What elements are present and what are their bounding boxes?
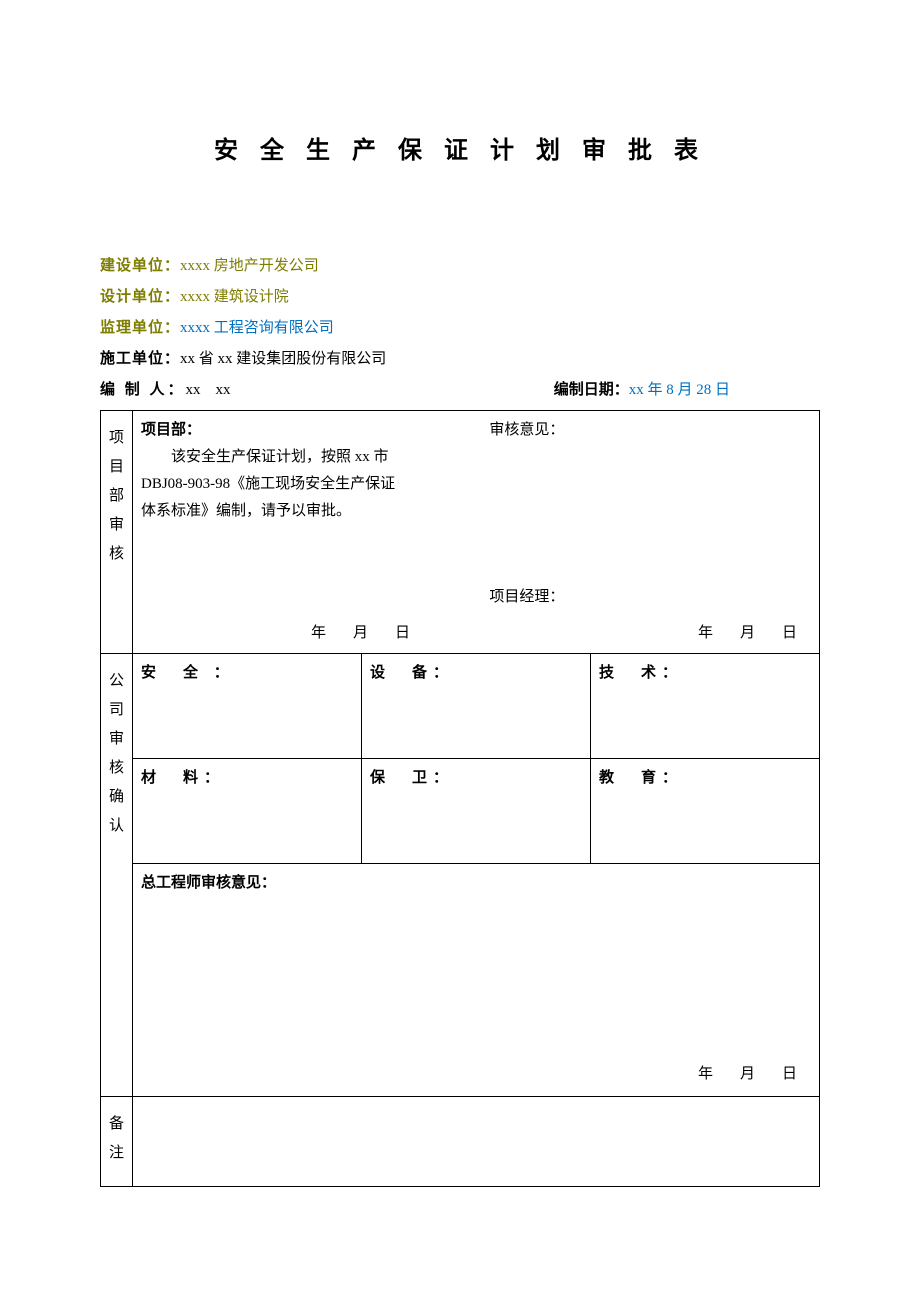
supervise-unit-value: xxxx 工程咨询有限公司 xyxy=(180,320,334,336)
approval-table: 项 目 部 审 核 项目部： 该安全生产保证计划，按照 xx 市 DBJ08-9… xyxy=(100,410,820,1187)
design-unit-value: xxxx 建筑设计院 xyxy=(180,289,289,305)
build-unit-value: xxxx 房地产开发公司 xyxy=(180,258,319,274)
project-body-1: 该安全生产保证计划，按照 xx 市 xyxy=(141,444,481,471)
review-opinion-label: 审核意见： xyxy=(489,417,797,444)
construct-unit-value: xx 省 xx 建设集团股份有限公司 xyxy=(180,351,386,367)
chief-engineer-label: 总工程师审核意见： xyxy=(141,870,811,897)
construct-unit-label: 施工单位： xyxy=(100,351,180,367)
side-char: 核 xyxy=(109,761,124,776)
side-char: 项 xyxy=(109,431,124,446)
side-char: 目 xyxy=(109,460,124,475)
project-body-2: DBJ08-903-98《施工现场安全生产保证 xyxy=(141,471,481,498)
design-unit-label: 设计单位： xyxy=(100,289,180,305)
date-placeholder-left: 年 月 日 xyxy=(311,620,416,647)
project-review-cell: 项目部： 该安全生产保证计划，按照 xx 市 DBJ08-903-98《施工现场… xyxy=(133,411,820,654)
safety-label: 安 全 ： xyxy=(141,665,235,681)
compiler-label: 编 制 人： xyxy=(100,382,186,398)
side-char: 审 xyxy=(109,518,124,533)
side-char: 司 xyxy=(109,703,124,718)
page-title: 安 全 生 产 保 证 计 划 审 批 表 xyxy=(100,130,820,173)
technology-label: 技 术： xyxy=(599,665,683,681)
build-unit-label: 建设单位： xyxy=(100,258,180,274)
compile-date-label: 编制日期： xyxy=(554,382,629,398)
supervise-unit-row: 监理单位：xxxx 工程咨询有限公司 xyxy=(100,315,820,342)
remark-cell xyxy=(133,1097,820,1187)
side-char: 部 xyxy=(109,489,124,504)
guard-label: 保 卫： xyxy=(370,770,454,786)
compile-date-value: xx 年 8 月 28 日 xyxy=(629,382,730,398)
side-char: 审 xyxy=(109,732,124,747)
chief-date-placeholder: 年 月 日 xyxy=(698,1061,803,1088)
safety-cell: 安 全 ： xyxy=(133,654,362,759)
education-label: 教 育： xyxy=(599,770,683,786)
chief-engineer-cell: 总工程师审核意见： 年 月 日 xyxy=(133,864,820,1097)
equipment-label: 设 备： xyxy=(370,665,454,681)
supervise-unit-label: 监理单位： xyxy=(100,320,180,336)
side-char: 公 xyxy=(109,674,124,689)
side-char: 确 xyxy=(109,790,124,805)
education-cell: 教 育： xyxy=(591,759,820,864)
guard-cell: 保 卫： xyxy=(362,759,591,864)
project-body-3: 体系标准》编制，请予以审批。 xyxy=(141,498,481,525)
compiler-row: 编 制 人：xx xx 编制日期：xx 年 8 月 28 日 xyxy=(100,377,820,404)
header-block: 建设单位：xxxx 房地产开发公司 设计单位：xxxx 建筑设计院 监理单位：x… xyxy=(100,253,820,404)
design-unit-row: 设计单位：xxxx 建筑设计院 xyxy=(100,284,820,311)
build-unit-row: 建设单位：xxxx 房地产开发公司 xyxy=(100,253,820,280)
side-label-project-review: 项 目 部 审 核 xyxy=(101,411,133,654)
material-cell: 材 料： xyxy=(133,759,362,864)
equipment-cell: 设 备： xyxy=(362,654,591,759)
construct-unit-row: 施工单位：xx 省 xx 建设集团股份有限公司 xyxy=(100,346,820,373)
side-label-company-review: 公 司 审 核 确 认 xyxy=(101,654,133,1097)
side-char: 核 xyxy=(109,547,124,562)
side-char: 注 xyxy=(109,1146,124,1161)
project-manager-label: 项目经理： xyxy=(489,584,564,611)
compiler-value: xx xx xyxy=(186,382,231,398)
date-placeholder-right: 年 月 日 xyxy=(698,620,803,647)
material-label: 材 料： xyxy=(141,770,225,786)
project-dept-label: 项目部： xyxy=(141,417,481,444)
side-char: 认 xyxy=(109,819,124,834)
side-char: 备 xyxy=(109,1117,124,1132)
technology-cell: 技 术： xyxy=(591,654,820,759)
side-label-remark: 备 注 xyxy=(101,1097,133,1187)
